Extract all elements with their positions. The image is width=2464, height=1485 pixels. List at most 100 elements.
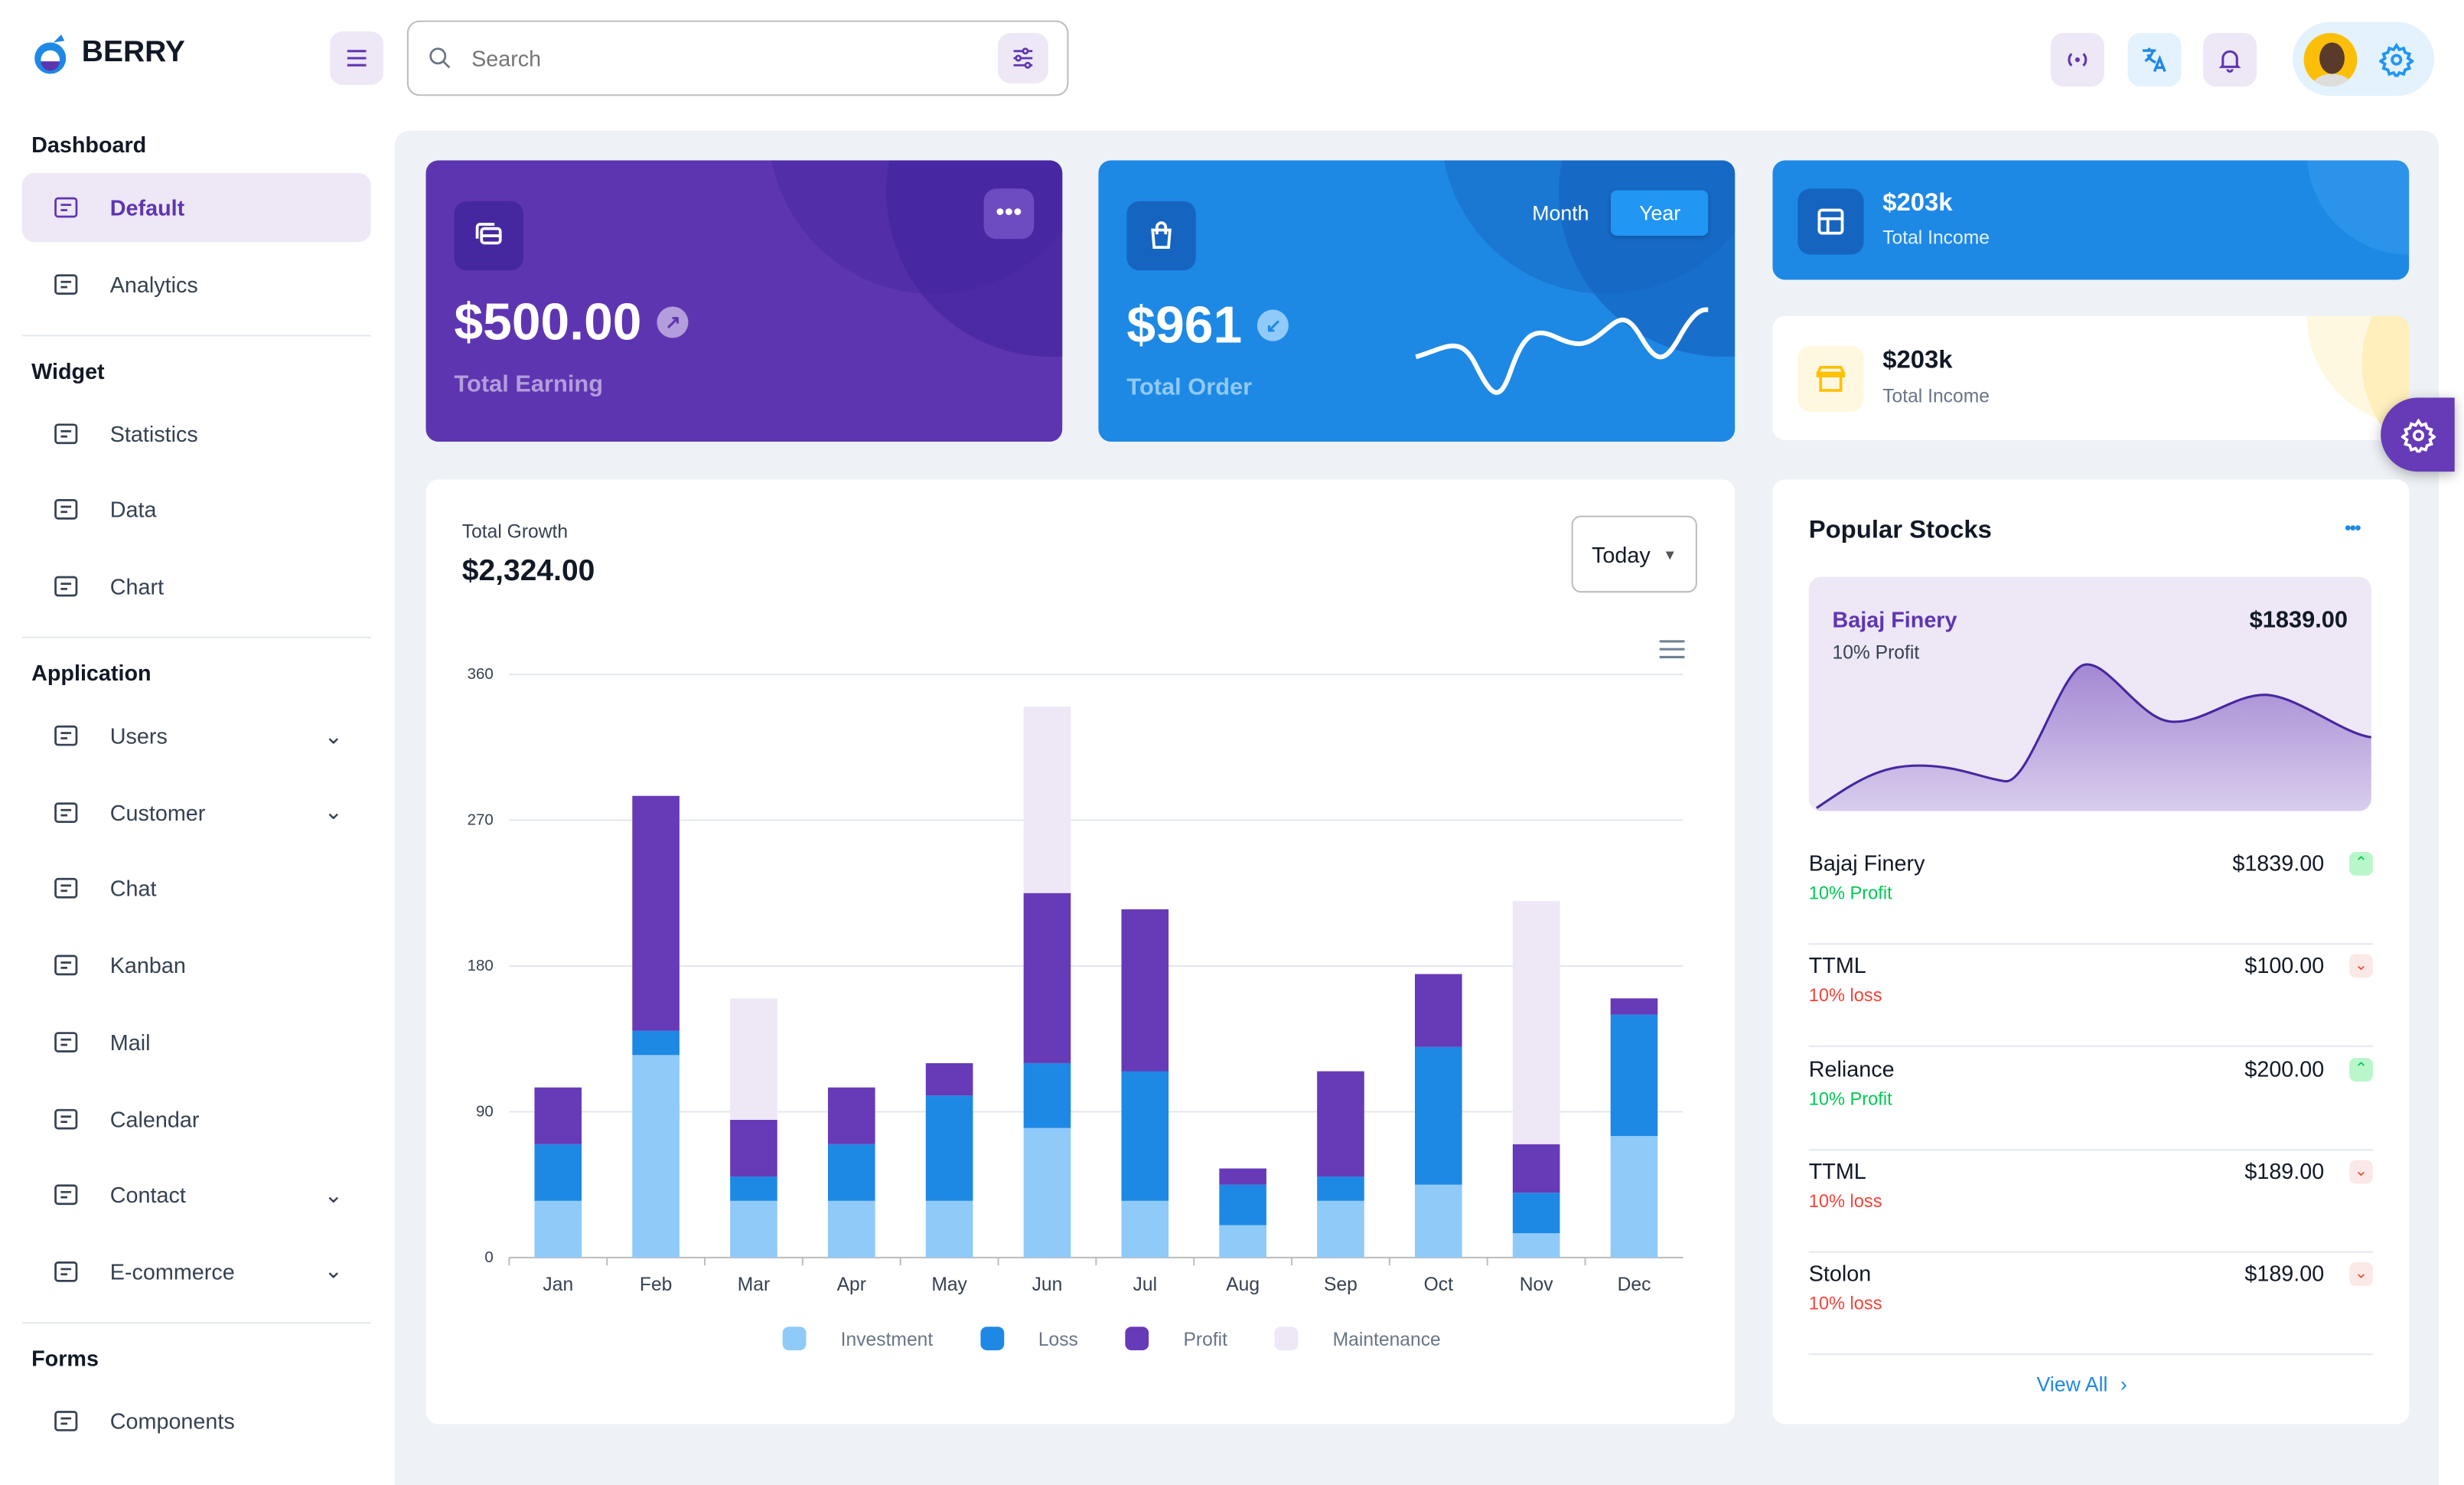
featured-stock-name: Bajaj Finery bbox=[1832, 606, 1957, 632]
notification-button[interactable] bbox=[2203, 33, 2257, 86]
featured-stock-area-chart bbox=[1816, 663, 2371, 811]
stock-change: 10% Profit bbox=[1808, 1090, 1892, 1110]
user-check-icon bbox=[54, 725, 78, 746]
sidebar-section-title: Widget bbox=[31, 357, 105, 383]
order-label: Total Order bbox=[1126, 374, 1253, 401]
chevron-down-icon: ⌄ bbox=[324, 1181, 343, 1207]
chevron-down-icon: ⌄ bbox=[324, 1258, 343, 1284]
search-input[interactable] bbox=[468, 44, 983, 73]
bar-investment bbox=[632, 1055, 680, 1258]
year-toggle[interactable]: Year bbox=[1611, 190, 1709, 237]
sidebar-item-customer[interactable]: Customer ⌄ bbox=[22, 778, 371, 847]
more-button[interactable]: ••• bbox=[983, 188, 1035, 240]
bar-profit bbox=[1610, 998, 1658, 1015]
stock-change: 10% Profit bbox=[1808, 885, 1892, 904]
income-value: $203k bbox=[1882, 190, 1953, 217]
stock-change: 10% loss bbox=[1808, 1193, 1882, 1212]
input-icon bbox=[54, 1410, 78, 1431]
x-tick-label: Oct bbox=[1424, 1274, 1453, 1295]
search-filter-button[interactable] bbox=[998, 33, 1048, 83]
bar-investment bbox=[1219, 1225, 1266, 1258]
sidebar-item-label: Calendar bbox=[109, 1105, 200, 1131]
bar-investment bbox=[1512, 1233, 1560, 1258]
month-toggle[interactable]: Month bbox=[1532, 201, 1589, 225]
legend-item[interactable]: Investment bbox=[782, 1327, 934, 1351]
messages-icon bbox=[54, 878, 78, 899]
sidebar-item-label: Users bbox=[109, 723, 168, 749]
shopping-bag-icon bbox=[1151, 221, 1172, 249]
legend-swatch bbox=[979, 1327, 1004, 1351]
sidebar-item-label: Components bbox=[109, 1408, 235, 1434]
x-tick-label: Nov bbox=[1520, 1274, 1553, 1295]
sidebar-item-chart[interactable]: Chart bbox=[22, 552, 371, 621]
bar-loss bbox=[1317, 1177, 1364, 1201]
sidebar-item-default[interactable]: Default bbox=[21, 172, 371, 243]
sidebar-item-chat[interactable]: Chat bbox=[22, 854, 371, 923]
x-tick-label: Sep bbox=[1324, 1274, 1357, 1295]
bar-investment bbox=[730, 1200, 777, 1258]
stock-price: $189.00 bbox=[2244, 1158, 2325, 1184]
earning-value: $500.00 bbox=[454, 292, 642, 351]
basket-icon bbox=[54, 1261, 78, 1282]
caret-down-icon: ▼ bbox=[1663, 546, 1677, 563]
customize-settings-button[interactable] bbox=[2381, 397, 2455, 472]
sidebar-item-users[interactable]: Users ⌄ bbox=[22, 701, 371, 770]
sidebar-section-title: Application bbox=[31, 660, 152, 686]
sidebar-item-kanban[interactable]: Kanban bbox=[22, 931, 371, 1000]
language-button[interactable] bbox=[2127, 33, 2182, 86]
broadcast-button[interactable] bbox=[2050, 33, 2104, 86]
bar-maintenance bbox=[730, 998, 777, 1120]
sidebar-item-statistics[interactable]: Statistics bbox=[22, 399, 371, 468]
sidebar-item-e-commerce[interactable]: E-commerce ⌄ bbox=[22, 1237, 371, 1306]
total-growth-card: Total Growth $2,324.00 Today ▼ 0 90 180 270 3… bbox=[425, 479, 1736, 1425]
bar-investment bbox=[534, 1200, 582, 1258]
sidebar-item-analytics[interactable]: Analytics bbox=[22, 250, 371, 318]
stock-row[interactable]: TTML $189.00 10% loss ⌄ bbox=[1808, 1149, 2373, 1253]
legend-swatch bbox=[1274, 1327, 1299, 1351]
earning-label: Total Earning bbox=[454, 370, 604, 398]
legend-item[interactable]: Profit bbox=[1125, 1327, 1227, 1351]
translate-icon bbox=[2143, 47, 2166, 73]
sidebar-item-label: Default bbox=[109, 194, 185, 220]
sidebar-item-mail[interactable]: Mail bbox=[22, 1007, 371, 1076]
brand-logo[interactable]: BERRY bbox=[31, 31, 185, 76]
menu-toggle-button[interactable] bbox=[330, 31, 384, 85]
sidebar-item-calendar[interactable]: Calendar bbox=[22, 1084, 371, 1153]
growth-value: $2,324.00 bbox=[461, 554, 595, 589]
legend-label: Investment bbox=[840, 1327, 934, 1350]
legend-item[interactable]: Loss bbox=[979, 1327, 1078, 1351]
period-select[interactable]: Today ▼ bbox=[1571, 515, 1697, 593]
sidebar-item-components[interactable]: Components bbox=[22, 1386, 371, 1455]
dots-icon: ••• bbox=[996, 199, 1022, 227]
sidebar-item-data[interactable]: Data bbox=[22, 475, 371, 544]
table-icon bbox=[1817, 208, 1844, 235]
stock-row[interactable]: TTML $100.00 10% loss ⌄ bbox=[1808, 944, 2373, 1048]
stock-name: Bajaj Finery bbox=[1808, 850, 1925, 876]
stock-row[interactable]: Stolon $189.00 10% loss ⌄ bbox=[1808, 1252, 2373, 1356]
layout-kanban-icon bbox=[54, 955, 78, 976]
stocks-more-button[interactable]: ••• bbox=[2344, 517, 2361, 540]
sidebar-item-label: Chart bbox=[109, 573, 165, 599]
stock-name: Reliance bbox=[1808, 1056, 1895, 1082]
total-earning-card: ••• $500.00 ↗ Total Earning bbox=[425, 160, 1063, 442]
stock-row[interactable]: Bajaj Finery $1839.00 10% Profit ⌃ bbox=[1808, 841, 2373, 945]
brand-name: BERRY bbox=[81, 36, 185, 70]
legend-item[interactable]: Maintenance bbox=[1274, 1327, 1441, 1351]
stock-price: $189.00 bbox=[2244, 1261, 2325, 1287]
berry-logo-icon bbox=[34, 34, 67, 74]
sidebar: Dashboard Default Analytics Widget Statistic… bbox=[0, 110, 393, 1463]
bar-profit bbox=[827, 1087, 875, 1144]
chart-menu-icon[interactable] bbox=[1659, 640, 1685, 659]
sidebar-item-contact[interactable]: Contact ⌄ bbox=[22, 1160, 371, 1229]
profile-button[interactable] bbox=[2293, 21, 2435, 96]
view-all-button[interactable]: View All › bbox=[2036, 1372, 2127, 1396]
view-all-label: View All bbox=[2036, 1372, 2108, 1396]
bar-investment bbox=[1415, 1184, 1462, 1258]
bar-profit bbox=[1121, 909, 1169, 1072]
stock-name: Stolon bbox=[1808, 1261, 1872, 1287]
earning-icon-box bbox=[454, 201, 523, 271]
chart-dots-icon bbox=[54, 576, 78, 597]
bar-investment bbox=[827, 1200, 875, 1258]
stock-row[interactable]: Reliance $200.00 10% Profit ⌃ bbox=[1808, 1046, 2373, 1150]
chevron-up-icon: ⌃ bbox=[2349, 852, 2373, 876]
